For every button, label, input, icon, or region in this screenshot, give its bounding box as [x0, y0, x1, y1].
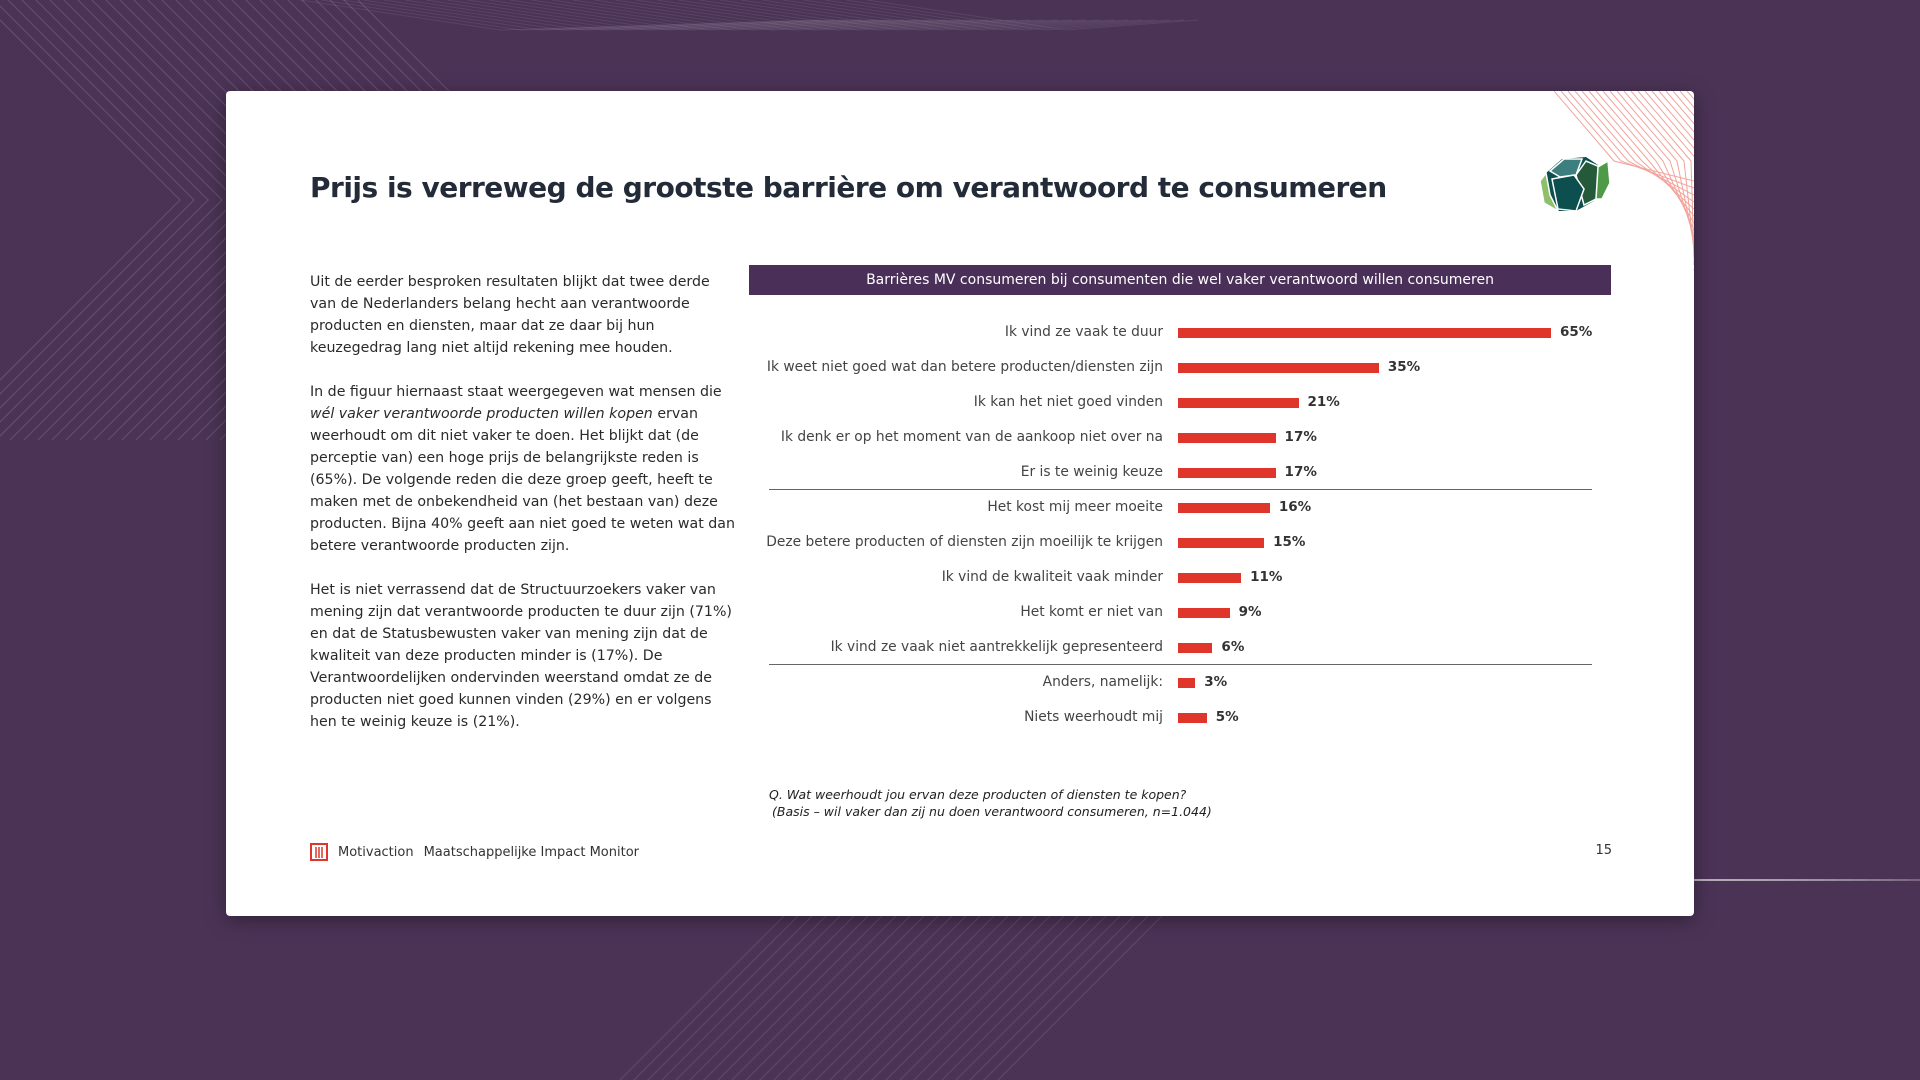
value-label: 65% [1560, 324, 1593, 340]
category-label: Het kost mij meer moeite [987, 499, 1163, 515]
value-label: 17% [1284, 464, 1317, 480]
body-text: Uit de eerder besproken resultaten blijk… [310, 271, 740, 755]
chart-row: Niets weerhoudt mij 5% [769, 700, 1619, 735]
category-label: Anders, namelijk: [1042, 674, 1163, 690]
paragraph-1: Uit de eerder besproken resultaten blijk… [310, 274, 710, 356]
chart-row: Ik weet niet goed wat dan betere product… [766, 350, 1619, 385]
category-label: Ik vind ze vaak te duur [1004, 324, 1163, 340]
category-label: Het komt er niet van [1020, 604, 1163, 620]
bar [1178, 468, 1276, 478]
category-label: Ik weet niet goed wat dan betere product… [766, 359, 1163, 375]
value-label: 16% [1278, 499, 1312, 515]
page-number: 15 [1595, 843, 1612, 858]
paragraph-2: In de figuur hiernaast staat weergegeven… [310, 381, 740, 557]
category-label: Ik vind ze vaak niet aantrekkelijk gepre… [830, 639, 1163, 655]
motivaction-logo-icon [310, 843, 328, 861]
chart-row: Ik kan het niet goed vinden 21% [769, 385, 1619, 420]
footer: Motivaction Maatschappelijke Impact Moni… [310, 843, 639, 861]
category-label: Er is te weinig keuze [1020, 464, 1163, 480]
corner-line-pattern [1554, 91, 1694, 271]
chart-row: Het kost mij meer moeite 16% [769, 490, 1619, 525]
chart-row: Ik vind ze vaak te duur 65% [769, 315, 1619, 350]
chart-row: Anders, namelijk: 3% [769, 665, 1619, 700]
value-label: 17% [1284, 429, 1317, 445]
value-label: 5% [1215, 709, 1239, 725]
value-label: 6% [1221, 639, 1245, 655]
category-label: Ik vind de kwaliteit vaak minder [941, 569, 1163, 585]
category-label: Deze betere producten of diensten zijn m… [766, 534, 1163, 550]
chart-row: Het komt er niet van 9% [769, 595, 1619, 630]
category-label: Ik denk er op het moment van de aankoop … [780, 429, 1163, 445]
paragraph-2-text: In de figuur hiernaast staat weergegeven… [310, 384, 722, 400]
page-title: Prijs is verreweg de grootste barrière o… [310, 171, 1387, 204]
value-label: 3% [1204, 674, 1228, 690]
chart-title: Barrières MV consumeren bij consumenten … [749, 265, 1611, 295]
chart-row: Er is te weinig keuze 17% [769, 455, 1619, 490]
bar [1178, 538, 1265, 548]
chart-footnote: Q. Wat weerhoudt jou ervan deze producte… [769, 786, 1212, 820]
bar [1178, 433, 1276, 443]
value-label: 35% [1387, 359, 1421, 375]
paragraph-2-text-end: ervan weerhoudt om dit niet vaker te doe… [310, 406, 735, 554]
bar [1178, 503, 1270, 513]
bar [1178, 398, 1299, 408]
bar [1178, 363, 1379, 373]
chart-row: Ik denk er op het moment van de aankoop … [769, 420, 1619, 455]
logo-stone-icon [1539, 157, 1611, 213]
paragraph-3: Het is niet verrassend dat de Structuurz… [310, 582, 732, 730]
category-label: Ik kan het niet goed vinden [973, 394, 1163, 410]
value-label: 15% [1273, 534, 1306, 550]
bar [1178, 643, 1213, 653]
value-label: 11% [1250, 569, 1283, 585]
category-label: Niets weerhoudt mij [1024, 709, 1163, 725]
bar [1178, 608, 1230, 618]
group-separator [769, 489, 1592, 490]
footnote-question: Q. Wat weerhoudt jou ervan deze producte… [769, 787, 1187, 802]
slide-card: Prijs is verreweg de grootste barrière o… [226, 91, 1694, 916]
chart-row: Deze betere producten of diensten zijn m… [766, 525, 1619, 560]
group-separator [769, 664, 1592, 665]
bar [1178, 573, 1242, 583]
bar [1178, 678, 1196, 688]
footer-brand: Motivaction [338, 844, 414, 860]
bar [1178, 713, 1207, 723]
paragraph-2-emphasis: wél vaker verantwoorde producten willen … [310, 406, 653, 422]
footnote-base: (Basis – wil vaker dan zij nu doen veran… [772, 804, 1212, 819]
chart-row: Ik vind ze vaak niet aantrekkelijk gepre… [769, 630, 1619, 665]
value-label: 9% [1238, 604, 1262, 620]
value-label: 21% [1307, 394, 1340, 410]
chart-row: Ik vind de kwaliteit vaak minder 11% [769, 560, 1619, 595]
bar [1178, 328, 1551, 338]
footer-product: Maatschappelijke Impact Monitor [423, 844, 640, 860]
